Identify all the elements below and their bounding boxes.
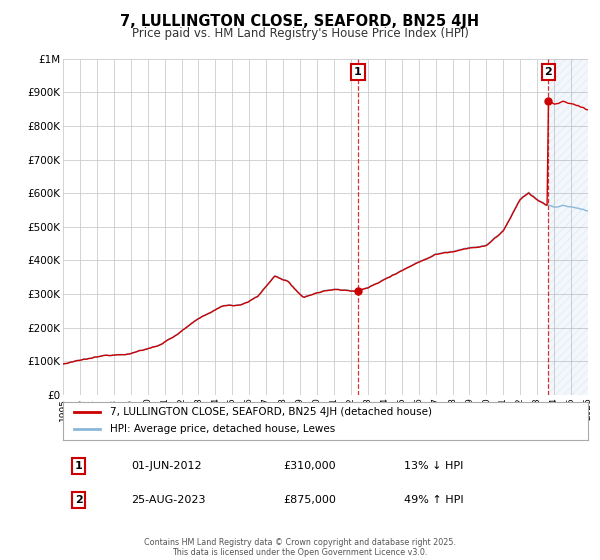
- Text: £875,000: £875,000: [284, 495, 337, 505]
- Text: 1: 1: [75, 461, 83, 471]
- Text: Price paid vs. HM Land Registry's House Price Index (HPI): Price paid vs. HM Land Registry's House …: [131, 27, 469, 40]
- Text: HPI: Average price, detached house, Lewes: HPI: Average price, detached house, Lewe…: [110, 424, 335, 434]
- Text: 7, LULLINGTON CLOSE, SEAFORD, BN25 4JH (detached house): 7, LULLINGTON CLOSE, SEAFORD, BN25 4JH (…: [110, 407, 432, 417]
- Text: 2: 2: [544, 67, 552, 77]
- Text: 13% ↓ HPI: 13% ↓ HPI: [404, 461, 464, 471]
- Text: 49% ↑ HPI: 49% ↑ HPI: [404, 495, 464, 505]
- Text: £310,000: £310,000: [284, 461, 336, 471]
- Text: Contains HM Land Registry data © Crown copyright and database right 2025.
This d: Contains HM Land Registry data © Crown c…: [144, 538, 456, 557]
- Text: 01-JUN-2012: 01-JUN-2012: [131, 461, 202, 471]
- Bar: [548, 59, 588, 395]
- Text: 25-AUG-2023: 25-AUG-2023: [131, 495, 206, 505]
- Text: 2: 2: [75, 495, 83, 505]
- Text: 1: 1: [354, 67, 362, 77]
- Text: 7, LULLINGTON CLOSE, SEAFORD, BN25 4JH: 7, LULLINGTON CLOSE, SEAFORD, BN25 4JH: [121, 14, 479, 29]
